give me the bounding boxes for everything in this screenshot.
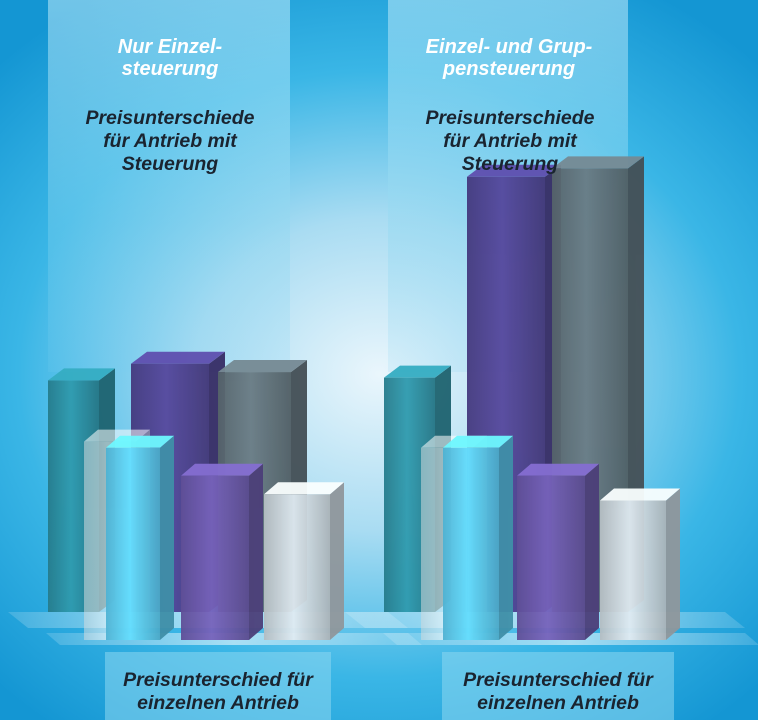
front-bar-0-3 (264, 482, 344, 640)
front-bar-0-1 (106, 436, 174, 640)
front-bar-0-2 (181, 464, 263, 640)
front-bar-1-3 (600, 489, 680, 641)
left-mode-title: Nur Einzel- steuerung (60, 36, 280, 80)
left-control-caption: Preisunterschiede für Antrieb mit Steuer… (52, 107, 288, 176)
front-bar-1-2 (517, 464, 599, 640)
left-single-caption: Preisunterschied für einzelnen Antrieb (100, 669, 336, 715)
right-mode-title: Einzel- und Grup- pensteuerung (396, 36, 622, 80)
right-control-caption: Preisunterschiede für Antrieb mit Steuer… (392, 107, 628, 176)
front-bar-1-1 (443, 436, 513, 640)
right-single-caption: Preisunterschied für einzelnen Antrieb (438, 669, 678, 715)
